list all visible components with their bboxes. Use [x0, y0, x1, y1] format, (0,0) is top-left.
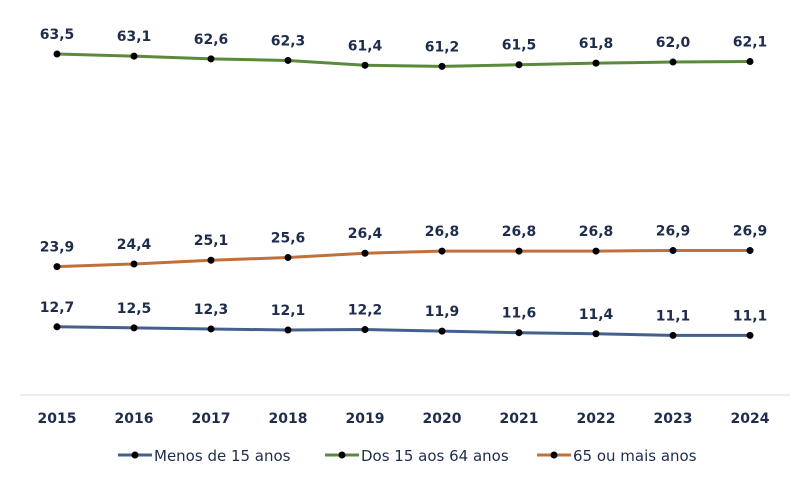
data-point	[669, 247, 677, 255]
data-label: 12,3	[194, 302, 229, 318]
data-point	[53, 323, 61, 331]
x-tick-label: 2018	[269, 411, 308, 427]
data-point	[53, 50, 61, 58]
data-label: 11,1	[733, 308, 768, 324]
legend-item-2: 65 ou mais anos	[537, 447, 697, 465]
data-label: 62,6	[194, 32, 229, 48]
legend-item-1: Dos 15 aos 64 anos	[325, 447, 509, 465]
data-label: 25,6	[271, 231, 306, 247]
data-label: 12,2	[348, 302, 383, 318]
legend-marker-icon	[338, 451, 346, 459]
data-label: 61,8	[579, 36, 614, 52]
data-label: 11,6	[502, 306, 537, 322]
data-label: 61,2	[425, 39, 460, 55]
series-0: 12,7 12,5 12,3 12,1 12,2 11,9 11,6 11,4 11,1 11,1	[40, 300, 768, 339]
x-tick-label: 2016	[115, 411, 154, 427]
data-point	[438, 247, 446, 255]
data-point	[284, 56, 292, 64]
data-label: 11,9	[425, 304, 460, 320]
data-label: 63,5	[40, 27, 75, 43]
data-label: 26,8	[425, 224, 460, 240]
data-point	[130, 52, 138, 60]
data-label: 63,1	[117, 29, 152, 45]
legend-item-0: Menos de 15 anos	[118, 447, 291, 465]
data-label: 26,4	[348, 226, 383, 242]
data-point	[53, 263, 61, 271]
data-label: 25,1	[194, 233, 229, 249]
x-tick-label: 2017	[192, 411, 231, 427]
data-point	[130, 324, 138, 332]
data-point	[361, 325, 369, 333]
data-point	[438, 62, 446, 70]
legend-label: Menos de 15 anos	[154, 447, 291, 465]
series-line	[56, 52, 751, 68]
data-label: 61,4	[348, 38, 383, 54]
x-tick-label: 2022	[577, 411, 616, 427]
x-tick-label: 2019	[346, 411, 385, 427]
x-tick-label: 2021	[500, 411, 539, 427]
data-label: 11,1	[656, 308, 691, 324]
data-point	[284, 326, 292, 334]
data-label: 62,3	[271, 33, 306, 49]
data-point	[438, 327, 446, 335]
data-point	[207, 55, 215, 63]
data-label: 26,9	[733, 224, 768, 240]
data-label: 23,9	[40, 240, 75, 256]
data-point	[592, 59, 600, 67]
data-point	[669, 58, 677, 66]
legend-label: 65 ou mais anos	[573, 447, 697, 465]
data-point	[592, 330, 600, 338]
data-label: 62,1	[733, 35, 768, 51]
data-label: 12,7	[40, 300, 75, 316]
data-label: 62,0	[656, 35, 691, 51]
data-point	[746, 331, 754, 339]
data-label: 12,5	[117, 301, 152, 317]
series-1: 63,5 63,1 62,6 62,3 61,4 61,2 61,5 61,8 62,0 62,1	[40, 27, 768, 70]
data-point	[746, 247, 754, 255]
x-tick-label: 2024	[731, 411, 770, 427]
data-label: 26,8	[502, 224, 537, 240]
data-label: 26,9	[656, 224, 691, 240]
legend-label: Dos 15 aos 64 anos	[361, 447, 509, 465]
data-point	[515, 247, 523, 255]
data-point	[361, 249, 369, 257]
data-point	[515, 61, 523, 69]
data-label: 26,8	[579, 224, 614, 240]
series-line	[56, 325, 750, 337]
x-tick-label: 2020	[423, 411, 462, 427]
data-point	[284, 254, 292, 262]
data-point	[746, 58, 754, 66]
series-line	[56, 249, 750, 269]
data-label: 61,5	[502, 38, 537, 54]
legend-marker-icon	[131, 451, 139, 459]
data-label: 24,4	[117, 237, 152, 253]
data-point	[130, 260, 138, 268]
data-point	[207, 325, 215, 333]
x-tick-label: 2023	[654, 411, 693, 427]
data-label: 12,1	[271, 303, 306, 319]
x-tick-label: 2015	[38, 411, 77, 427]
data-point	[592, 247, 600, 255]
data-point	[361, 61, 369, 69]
data-point	[669, 331, 677, 339]
data-point	[515, 329, 523, 337]
series-2: 23,9 24,4 25,1 25,6 26,4 26,8 26,8 26,8 26,9 26,9	[40, 224, 768, 271]
data-point	[207, 256, 215, 264]
data-label: 11,4	[579, 307, 614, 323]
legend-marker-icon	[550, 451, 558, 459]
